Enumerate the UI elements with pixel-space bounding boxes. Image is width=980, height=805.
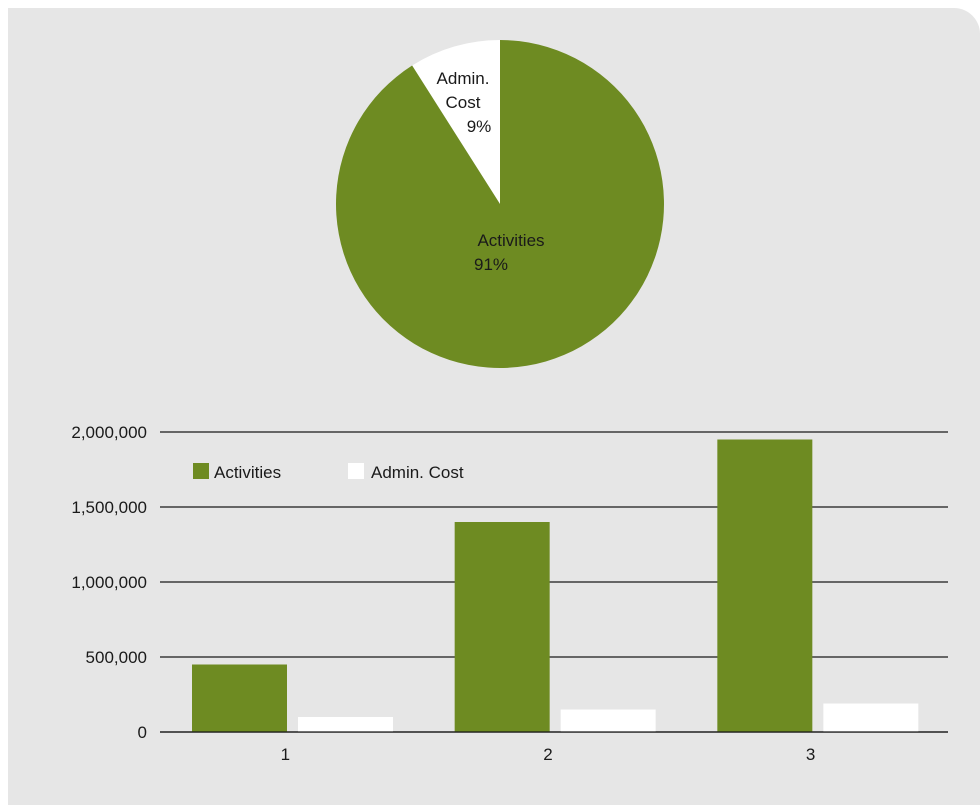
y-tick-label: 0 bbox=[138, 723, 147, 742]
legend-swatch-activities bbox=[193, 463, 209, 479]
bar-admin-cost-3 bbox=[823, 703, 919, 732]
pie-slice-admin-cost bbox=[412, 40, 500, 204]
bar-activities-3 bbox=[717, 439, 813, 732]
y-tick-label: 1,500,000 bbox=[71, 498, 147, 517]
bar-chart: 0 500,000 1,000,000 1,500,000 2,000,000 1 2 3 Ac… bbox=[71, 423, 948, 764]
x-category-label: 1 bbox=[281, 745, 290, 764]
pie-slice-activities bbox=[336, 40, 664, 368]
x-category-label: 3 bbox=[806, 745, 815, 764]
pie-label-admin-line2: Cost bbox=[446, 93, 481, 112]
legend-swatch-admin-cost bbox=[348, 463, 364, 479]
pie-label-admin-line1: Admin. bbox=[437, 69, 490, 88]
x-category-label: 2 bbox=[543, 745, 552, 764]
legend: Activities Admin. Cost bbox=[193, 463, 464, 482]
y-tick-label: 2,000,000 bbox=[71, 423, 147, 442]
y-tick-label: 500,000 bbox=[86, 648, 147, 667]
pie-pct-activities: 91% bbox=[474, 255, 508, 274]
pie-pct-admin: 9% bbox=[467, 117, 492, 136]
bar-admin-cost-2 bbox=[560, 709, 656, 732]
y-tick-label: 1,000,000 bbox=[71, 573, 147, 592]
bar-admin-cost-1 bbox=[298, 717, 393, 732]
legend-label-admin-cost: Admin. Cost bbox=[371, 463, 464, 482]
bar-activities-2 bbox=[454, 522, 550, 732]
pie-label-activities: Activities bbox=[477, 231, 544, 250]
bar-activities-1 bbox=[192, 664, 287, 732]
pie-chart: Admin. Cost 9% Activities 91% bbox=[336, 40, 664, 368]
legend-label-activities: Activities bbox=[214, 463, 281, 482]
